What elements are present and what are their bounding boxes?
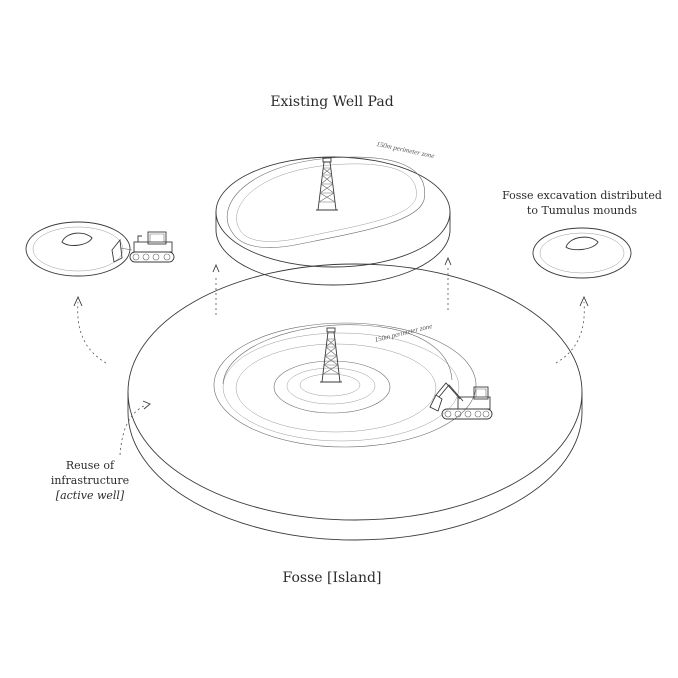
lift-arrow-right [444, 256, 452, 310]
reuse-note-line1: Reuse of [66, 459, 115, 472]
fosse-island-title: Fosse [Island] [283, 570, 382, 586]
reuse-note-line2: infrastructure [51, 474, 129, 487]
fosse-excavation-note-line1: Fosse excavation distributed [502, 189, 662, 202]
excavator-icon [429, 382, 493, 420]
bulldozer-icon [111, 231, 175, 263]
perimeter-label-well-pad: 150m perimeter zone [376, 140, 435, 160]
lift-arrow-left [212, 263, 220, 315]
tumulus-mound-left [25, 221, 131, 277]
fosse-island-disc [127, 263, 583, 541]
drilling-rig-icon [320, 327, 342, 383]
curved-arrow-left [73, 295, 107, 364]
fosse-excavation-note-line2: to Tumulus mounds [527, 204, 637, 217]
drilling-rig-icon [316, 157, 338, 211]
existing-well-pad-title: Existing Well Pad [270, 94, 393, 110]
reuse-note-line3: [active well] [56, 489, 125, 502]
existing-well-pad-disc [215, 156, 451, 286]
tumulus-mound-right [532, 227, 632, 279]
reuse-leader-line [119, 400, 151, 456]
curved-arrow-right [555, 295, 589, 364]
